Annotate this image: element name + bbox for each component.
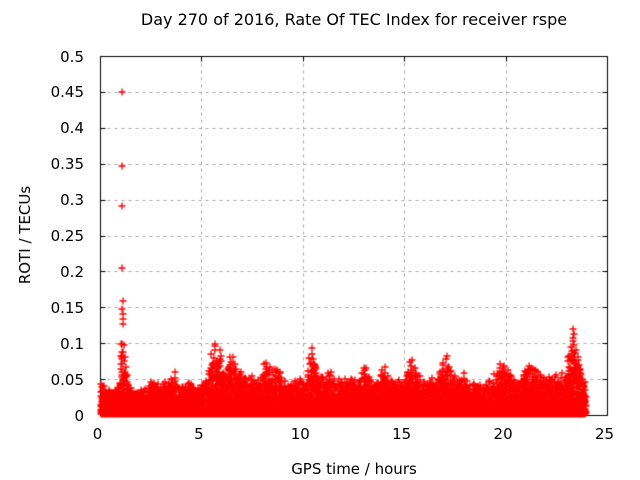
y-tick-label: 0.15: [50, 298, 84, 317]
x-axis-label: GPS time / hours: [291, 460, 417, 478]
x-tick-label: 10: [290, 425, 310, 443]
y-tick-label: 0.2: [60, 262, 84, 281]
y-tick-label: 0.3: [60, 191, 84, 210]
y-tick-label: 0.05: [50, 370, 84, 389]
y-tick-label: 0.1: [60, 334, 84, 353]
y-tick-label: 0.45: [50, 83, 84, 102]
y-tick-label: 0.35: [50, 155, 84, 174]
x-tick-label: 20: [493, 425, 513, 443]
y-tick-label: 0.25: [50, 227, 84, 245]
y-tick-label: 0.5: [60, 47, 84, 66]
x-tick-label: 15: [392, 425, 412, 443]
x-tick-label: 25: [594, 425, 615, 443]
y-tick-label: 0: [74, 406, 84, 425]
x-tick-label: 5: [194, 425, 204, 443]
x-tick-label: 0: [92, 425, 103, 443]
y-tick-label: 0.4: [60, 119, 84, 138]
chart-title: Day 270 of 2016, Rate Of TEC Index for r…: [140, 10, 568, 29]
